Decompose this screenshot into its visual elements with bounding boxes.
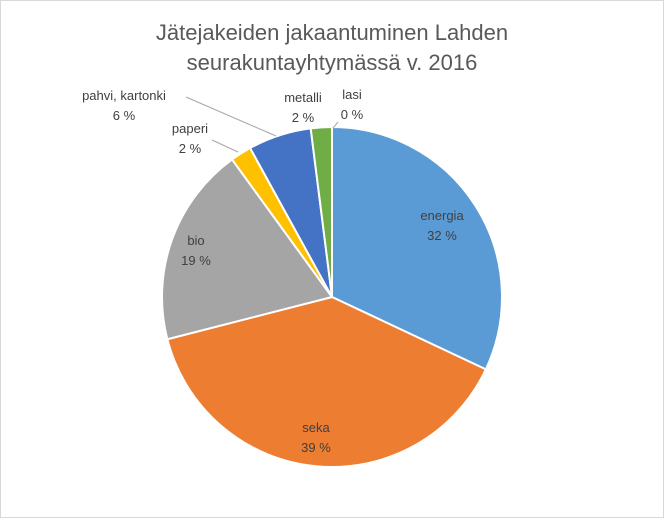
leader-line-lasi — [332, 121, 339, 129]
slice-label-pahvi-kartonki: pahvi, kartonki — [82, 88, 166, 103]
slice-value-energia: 32 % — [427, 228, 457, 243]
slice-label-lasi: lasi — [342, 87, 362, 102]
slice-label-bio: bio — [187, 233, 204, 248]
slice-value-seka: 39 % — [301, 440, 331, 455]
pie-slice-energia — [331, 125, 503, 371]
slice-value-paperi: 2 % — [179, 141, 202, 156]
slice-value-lasi: 0 % — [341, 107, 364, 122]
pie-slice-seka — [166, 295, 488, 468]
slice-label-paperi: paperi — [172, 121, 208, 136]
pie-slice-metalli — [309, 125, 333, 298]
slice-label-energia: energia — [420, 208, 464, 223]
leader-line-pahvi-kartonki — [185, 96, 277, 137]
pie-slice-bio — [161, 158, 334, 341]
slice-value-bio: 19 % — [181, 253, 211, 268]
slice-value-metalli: 2 % — [292, 110, 315, 125]
chart-title-line-1: Jätejakeiden jakaantuminen Lahden — [155, 20, 509, 45]
slice-label-metalli: metalli — [284, 90, 322, 105]
slice-label-seka: seka — [302, 420, 330, 435]
slice-value-pahvi-kartonki: 6 % — [113, 108, 136, 123]
leader-line-paperi — [211, 139, 239, 153]
chart-title-line-2: seurakuntayhtymässä v. 2016 — [186, 50, 478, 75]
